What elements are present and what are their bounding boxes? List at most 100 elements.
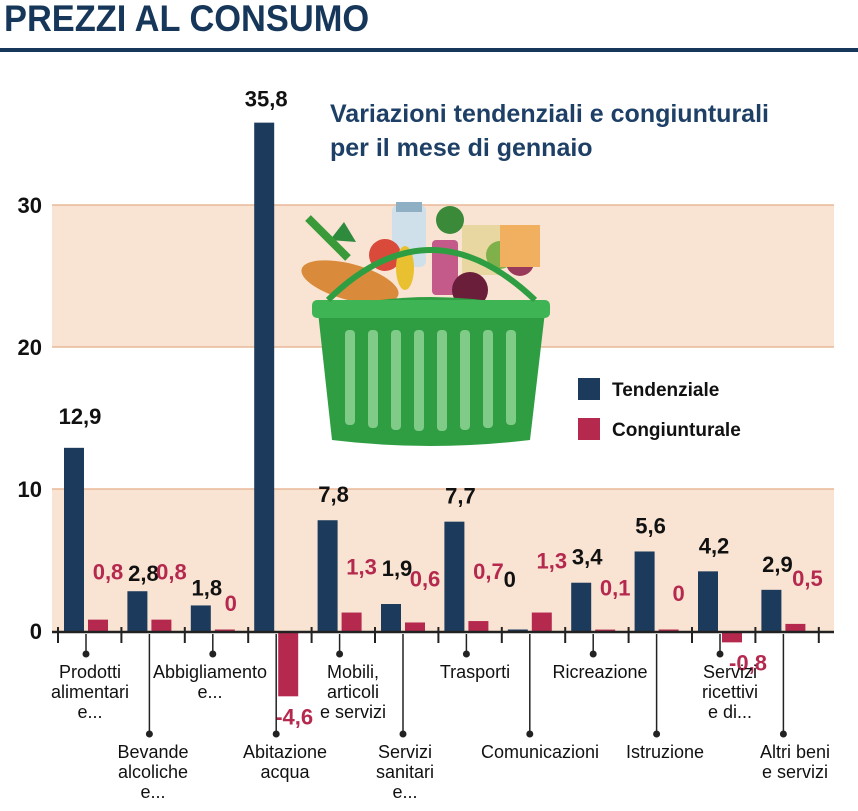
bar-tendenziale-7	[507, 629, 528, 631]
category-label-11-line-0: Altri beni	[760, 742, 830, 762]
value-label-congiunturale-1: 0,8	[156, 560, 187, 585]
leader-dot-8	[589, 650, 597, 658]
value-label-tendenziale-0: 12,9	[59, 404, 102, 429]
y-axis: 0 10 20 30	[18, 193, 42, 644]
bar-tendenziale-6	[444, 521, 465, 631]
legend-label-congiunturale: Congiunturale	[612, 420, 741, 441]
bar-congiunturale-10	[722, 631, 742, 643]
value-label-tendenziale-3: 35,8	[245, 87, 288, 112]
leader-dot-0	[82, 650, 90, 658]
category-label-5-line-0: Servizi	[378, 742, 432, 762]
bar-tendenziale-0	[64, 447, 84, 631]
value-label-tendenziale-7: 0	[504, 567, 516, 592]
bar-congiunturale-9	[658, 629, 679, 631]
value-label-congiunturale-4: 1,3	[346, 555, 377, 580]
category-label-10-line-2: e di...	[708, 702, 752, 722]
value-label-tendenziale-9: 5,6	[635, 513, 666, 538]
category-label-4-line-0: Mobili,	[327, 662, 379, 682]
bar-congiunturale-0	[88, 619, 108, 631]
leader-dot-1	[145, 730, 153, 738]
bar-congiunturale-1	[151, 619, 172, 631]
bar-congiunturale-4	[341, 612, 362, 631]
value-label-congiunturale-3: -4,6	[275, 704, 313, 729]
leader-dot-3	[272, 730, 280, 738]
value-label-congiunturale-9: 0	[672, 581, 684, 606]
category-label-2-line-0: Abbigliamento	[153, 662, 267, 682]
value-label-congiunturale-11: 0,5	[792, 566, 823, 591]
value-label-congiunturale-10: -0,8	[729, 650, 767, 675]
category-label-3-line-1: acqua	[260, 762, 310, 782]
category-label-5-line-1: sanitari	[376, 762, 434, 782]
bar-tendenziale-8	[571, 582, 592, 631]
legend-label-tendenziale: Tendenziale	[612, 380, 719, 401]
category-label-8-line-0: Ricreazione	[552, 662, 647, 682]
bar-congiunturale-3	[278, 631, 299, 697]
category-label-11-line-1: e servizi	[762, 762, 828, 782]
title-rule	[0, 48, 858, 52]
bar-tendenziale-11	[761, 589, 782, 631]
category-labels: Prodottialimentarie...Bevandealcolichee.…	[51, 634, 830, 802]
bar-tendenziale-3	[254, 122, 275, 631]
value-label-tendenziale-1: 2,8	[128, 561, 159, 586]
value-label-congiunturale-0: 0,8	[93, 560, 124, 585]
legend-swatch-congiunturale	[578, 418, 600, 440]
value-label-congiunturale-7: 1,3	[537, 549, 568, 574]
value-label-tendenziale-10: 4,2	[699, 533, 730, 558]
category-label-5-line-2: e...	[392, 782, 417, 802]
chart-title-line-0: Variazioni tendenziali e congiunturali	[330, 100, 769, 128]
bar-congiunturale-11	[785, 623, 806, 631]
value-label-tendenziale-8: 3,4	[572, 545, 603, 570]
y-tick-label-0: 0	[30, 619, 42, 644]
bar-congiunturale-7	[531, 612, 552, 631]
leader-dot-5	[399, 730, 407, 738]
bar-congiunturale-5	[405, 622, 425, 631]
category-label-0-line-0: Prodotti	[59, 662, 121, 682]
leader-dot-6	[462, 650, 470, 658]
y-tick-label-2: 20	[18, 335, 42, 360]
leader-dot-10	[716, 650, 724, 658]
leader-dot-2	[209, 650, 217, 658]
chart-title: Variazioni tendenziali e congiunturali pe…	[330, 100, 769, 162]
category-label-10-line-1: ricettivi	[702, 682, 758, 702]
bar-congiunturale-6	[468, 621, 489, 631]
value-label-congiunturale-2: 0	[225, 591, 237, 616]
value-label-tendenziale-6: 7,7	[445, 484, 476, 509]
leader-dot-11	[779, 730, 787, 738]
value-label-congiunturale-8: 0,1	[600, 576, 631, 601]
value-label-tendenziale-11: 2,9	[762, 552, 793, 577]
category-label-1-line-2: e...	[140, 782, 165, 802]
category-label-2-line-1: e...	[197, 682, 222, 702]
category-label-1-line-0: Bevande	[117, 742, 188, 762]
bar-tendenziale-10	[698, 571, 718, 631]
value-label-tendenziale-5: 1,9	[382, 556, 413, 581]
x-axis	[52, 627, 834, 643]
value-label-congiunturale-6: 0,7	[473, 559, 504, 584]
bar-tendenziale-1	[127, 591, 148, 631]
category-label-3-line-0: Abitazione	[243, 742, 327, 762]
category-label-0-line-2: e...	[77, 702, 102, 722]
bar-tendenziale-4	[317, 520, 338, 631]
category-label-9-line-0: Istruzione	[626, 742, 704, 762]
value-label-congiunturale-5: 0,6	[410, 566, 441, 591]
category-label-6-line-0: Trasporti	[440, 662, 510, 682]
y-tick-label-3: 30	[18, 193, 42, 218]
category-label-4-line-2: e servizi	[320, 702, 386, 722]
bar-tendenziale-5	[381, 604, 401, 631]
leader-dot-9	[653, 730, 661, 738]
chart-title-line-1: per il mese di gennaio	[330, 134, 593, 162]
page-title: PREZZI AL CONSUMO	[4, 0, 370, 39]
value-label-tendenziale-4: 7,8	[318, 482, 349, 507]
category-label-1-line-1: alcoliche	[118, 762, 188, 782]
category-label-0-line-1: alimentari	[51, 682, 129, 702]
bar-tendenziale-9	[634, 551, 655, 631]
category-label-4-line-1: articoli	[327, 682, 379, 702]
leader-dot-7	[526, 730, 534, 738]
bar-congiunturale-2	[214, 629, 235, 631]
bars	[64, 122, 806, 697]
bar-congiunturale-8	[595, 629, 616, 631]
bar-tendenziale-2	[190, 605, 211, 631]
category-label-7-line-0: Comunicazioni	[481, 742, 599, 762]
legend: Tendenziale Congiunturale	[578, 378, 741, 441]
